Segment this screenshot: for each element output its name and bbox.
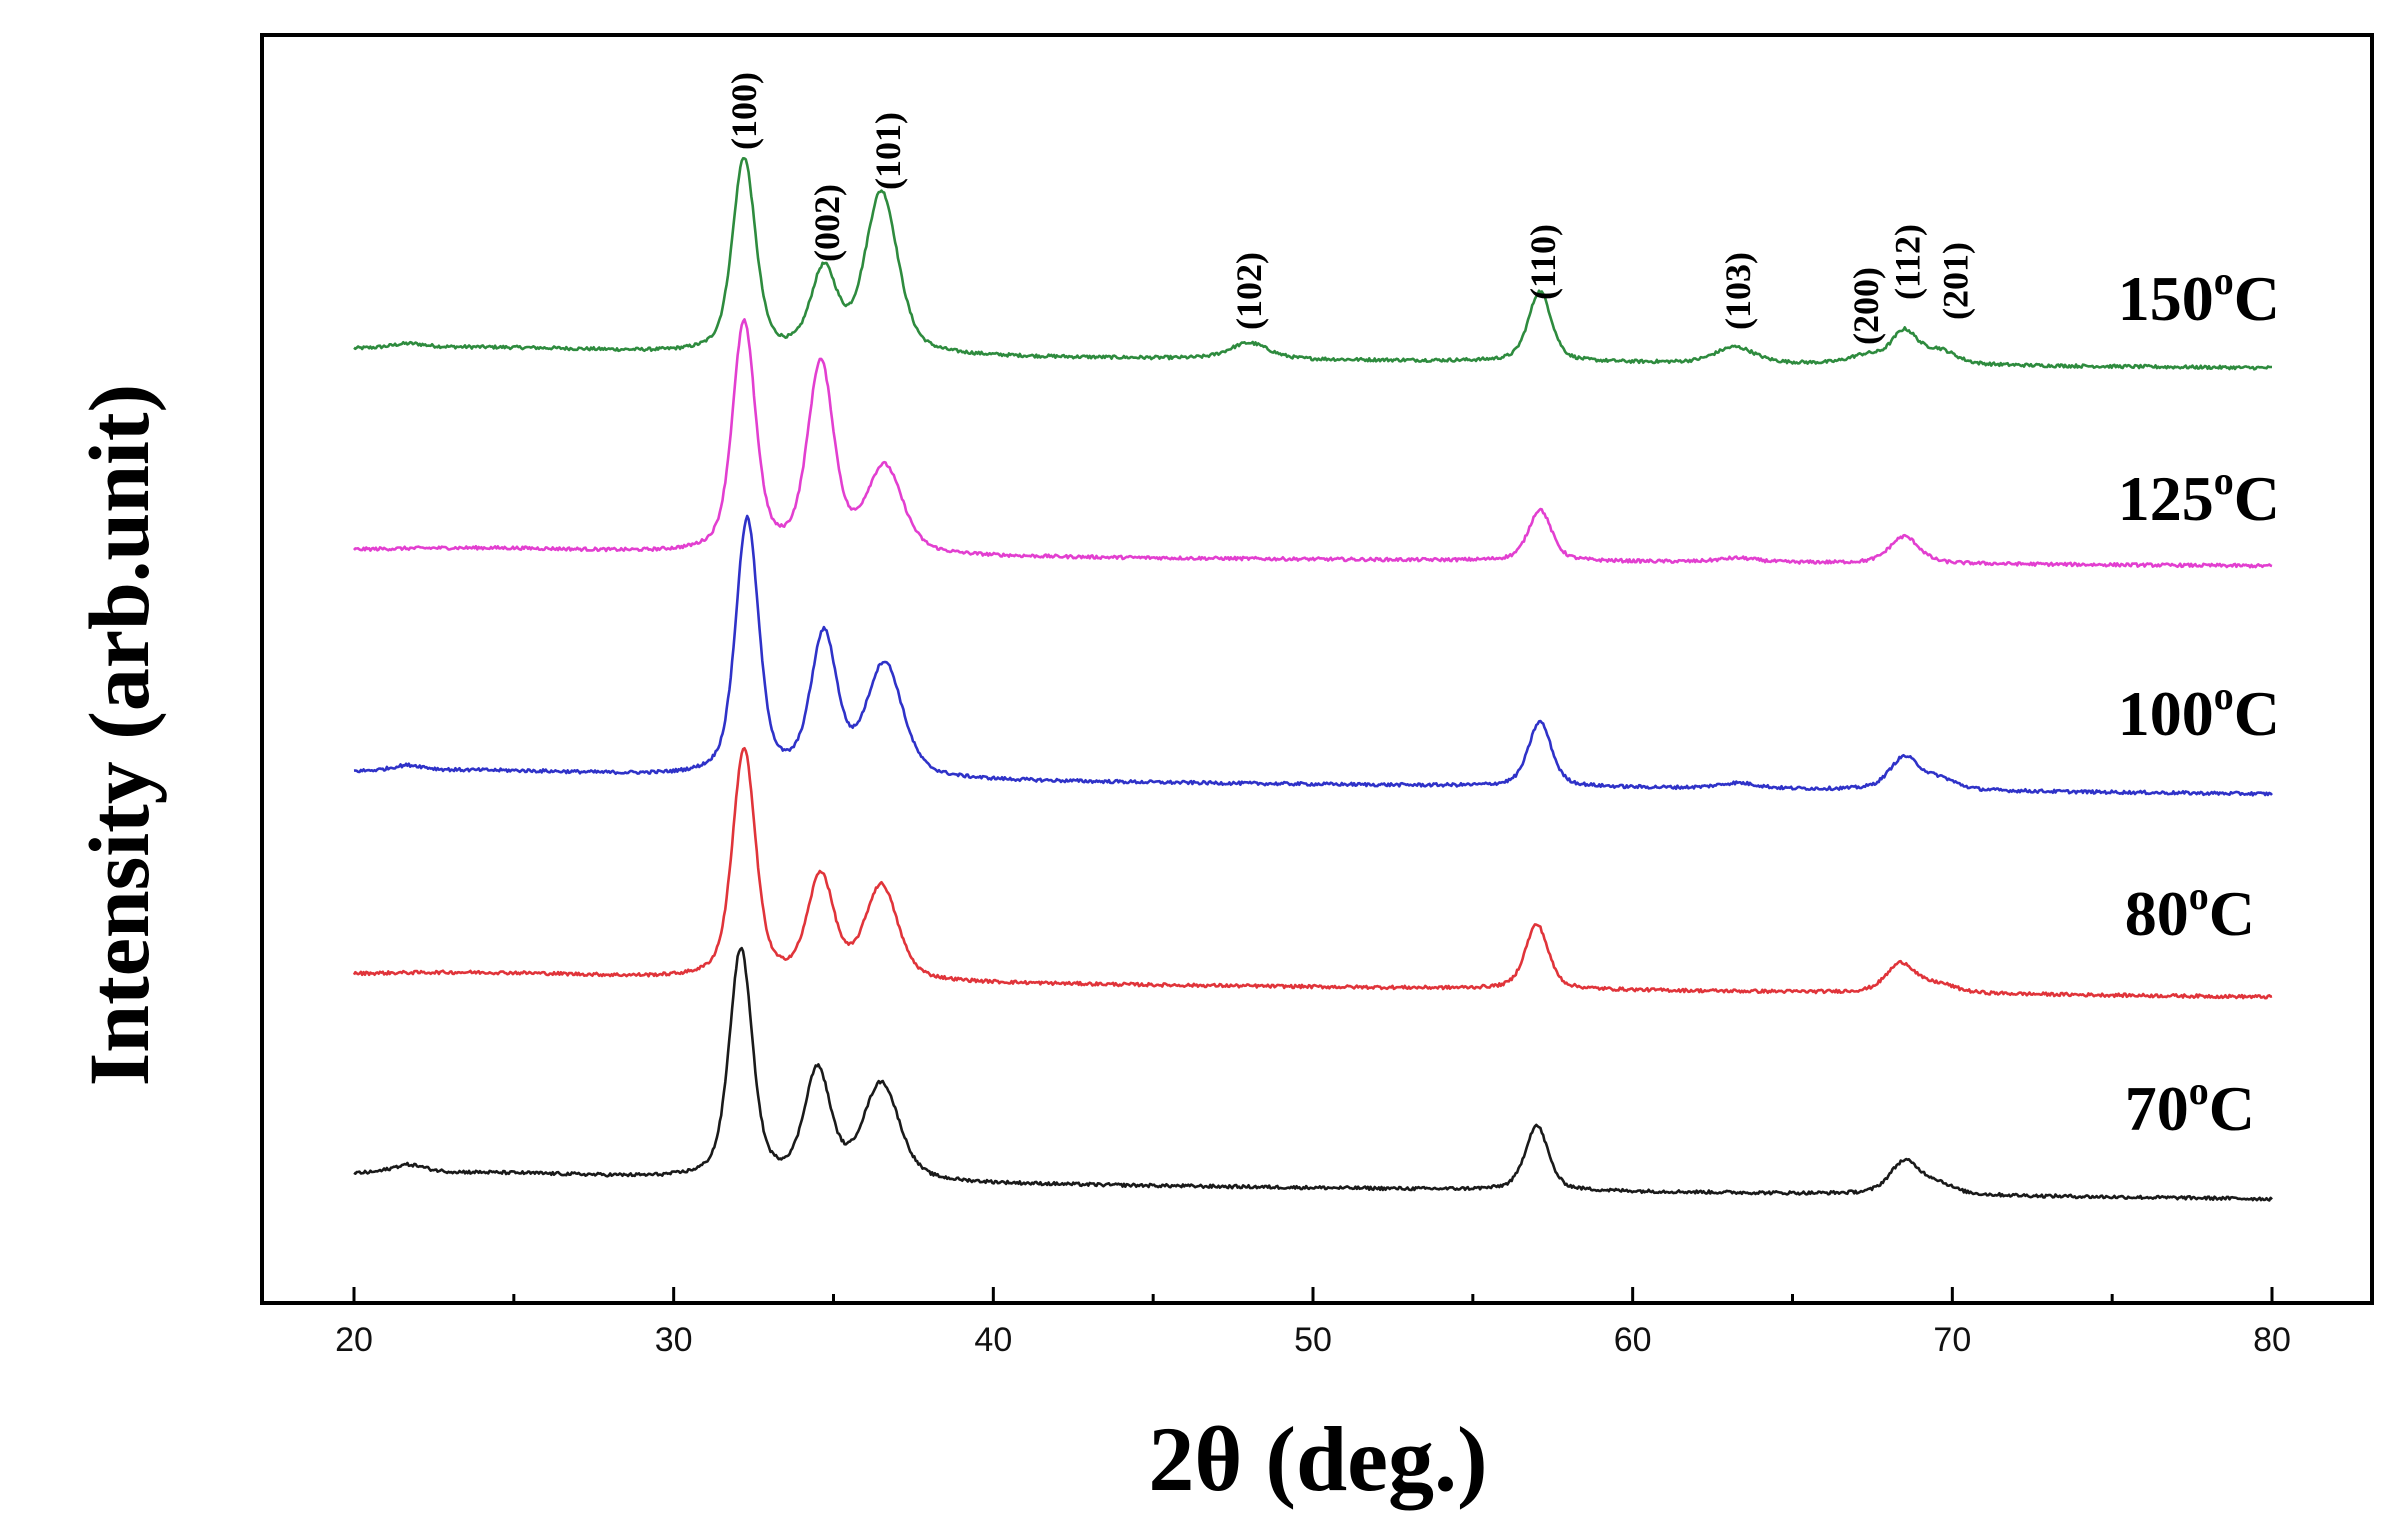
series-label-150: 150oC: [2118, 258, 2280, 334]
x-tick-label: 80: [2253, 1321, 2291, 1359]
y-axis-title: Intensity (arb.unit): [71, 384, 167, 1086]
series-line-150: [353, 157, 2272, 371]
series-labels: 150oC 125oC 100oC 80oC 70oC: [2118, 258, 2280, 1144]
series-line-70: [353, 946, 2273, 1202]
peak-label: (100): [724, 72, 764, 150]
series-label-125: 125oC: [2118, 458, 2280, 534]
peak-label: (103): [1718, 252, 1758, 330]
peak-label: (101): [868, 112, 908, 190]
series-label-100: 100oC: [2118, 673, 2280, 749]
peak-label: (110): [1523, 224, 1563, 300]
x-tick-label: 50: [1294, 1321, 1332, 1359]
series-group: [352, 157, 2273, 1202]
x-axis-title: 2θ (deg.): [1148, 1408, 1487, 1510]
series-line-80: [352, 746, 2273, 1000]
x-axis-tick-labels: 20 30 40 50 60 70 80: [335, 1321, 2291, 1359]
x-tick-label: 70: [1933, 1321, 1971, 1359]
series-line-100: [353, 514, 2273, 797]
peak-labels: (100) (002) (101) (102) (110) (103) (200)(112)…: [724, 72, 1976, 345]
x-tick-label: 20: [335, 1321, 373, 1359]
x-tick-label: 60: [1614, 1321, 1652, 1359]
x-tick-label: 40: [974, 1321, 1012, 1359]
peak-label: (002): [807, 184, 847, 262]
series-label-80: 80oC: [2125, 873, 2255, 949]
x-axis-ticks: [352, 1287, 2274, 1303]
series-label-70: 70oC: [2125, 1068, 2255, 1144]
plot-frame: [260, 33, 2374, 1305]
series-line-125: [353, 318, 2273, 569]
peak-label: (201): [1936, 242, 1976, 320]
x-tick-label: 30: [655, 1321, 693, 1359]
peak-label: (102): [1229, 252, 1269, 330]
peak-label: (200): [1846, 267, 1886, 345]
peak-label: (112): [1888, 224, 1928, 300]
